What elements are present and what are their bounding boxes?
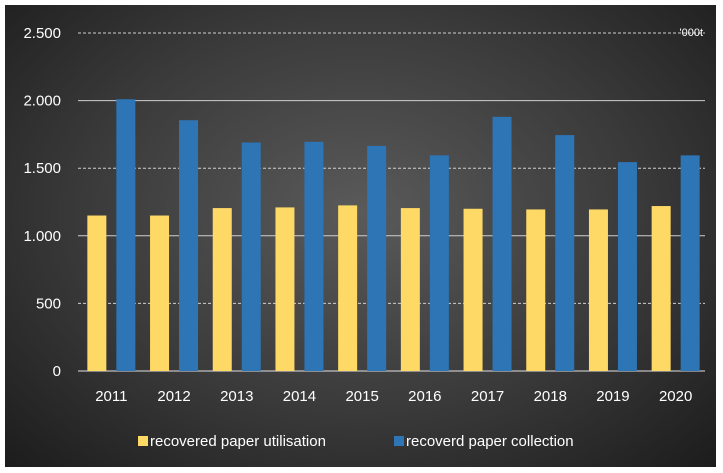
bar-collection	[304, 141, 324, 371]
bar-collection	[617, 162, 637, 371]
gridlines	[78, 32, 705, 372]
x-tick-label: 2017	[471, 388, 504, 405]
bar-collection	[179, 120, 199, 371]
bar-utilisation	[150, 215, 170, 371]
bar-collection	[116, 99, 136, 372]
bars	[87, 99, 700, 372]
x-tick-label: 2020	[659, 388, 692, 405]
y-tick-label: 2.500	[23, 25, 61, 42]
x-axis-labels: 2011 2012 2013 2014 2015 2016 2017 2018 2019 2020	[95, 388, 692, 405]
unit-label: '000t	[679, 27, 703, 39]
bar-collection	[367, 145, 387, 371]
y-tick-label: 2.000	[23, 93, 61, 110]
y-tick-label: 500	[36, 295, 61, 312]
bar-utilisation	[651, 206, 671, 371]
x-tick-label: 2015	[345, 388, 378, 405]
bar-utilisation	[400, 208, 420, 371]
x-tick-label: 2016	[408, 388, 441, 405]
bar-utilisation	[463, 208, 483, 371]
bar-collection	[680, 155, 700, 371]
x-tick-label: 2012	[157, 388, 190, 405]
legend-swatch-utilisation	[138, 436, 148, 446]
legend-label-utilisation: recovered paper utilisation	[150, 433, 326, 450]
bar-collection	[429, 155, 449, 371]
y-tick-label: 1.500	[23, 160, 61, 177]
bar-utilisation	[87, 215, 107, 371]
legend: recovered paper utilisation recoverd pap…	[138, 433, 574, 450]
bar-utilisation	[588, 209, 608, 371]
bar-collection	[241, 142, 261, 371]
x-tick-label: 2013	[220, 388, 253, 405]
bar-utilisation	[212, 208, 232, 371]
x-tick-label: 2014	[283, 388, 316, 405]
y-tick-label: 1.000	[23, 228, 61, 245]
x-tick-label: 2019	[596, 388, 629, 405]
bar-utilisation	[338, 205, 358, 371]
x-tick-label: 2011	[95, 388, 127, 405]
y-axis-labels: 0 500 1.000 1.500 2.000 2.500	[23, 25, 61, 380]
bar-utilisation	[275, 207, 295, 371]
legend-swatch-collection	[394, 436, 404, 446]
bar-utilisation	[526, 209, 546, 371]
bar-collection	[492, 116, 512, 371]
chart-area: 0 500 1.000 1.500 2.000 2.500 2011 2012 2013 201…	[5, 5, 716, 467]
x-tick-label: 2018	[534, 388, 567, 405]
legend-label-collection: recoverd paper collection	[406, 433, 574, 450]
bar-collection	[555, 135, 575, 371]
y-tick-label: 0	[53, 363, 61, 380]
